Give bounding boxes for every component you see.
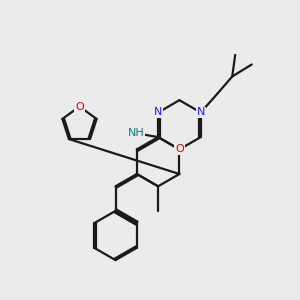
Text: N: N [154,107,162,118]
Text: O: O [175,144,184,154]
Text: O: O [75,101,84,112]
Text: N: N [196,107,205,118]
Text: NH: NH [128,128,144,138]
